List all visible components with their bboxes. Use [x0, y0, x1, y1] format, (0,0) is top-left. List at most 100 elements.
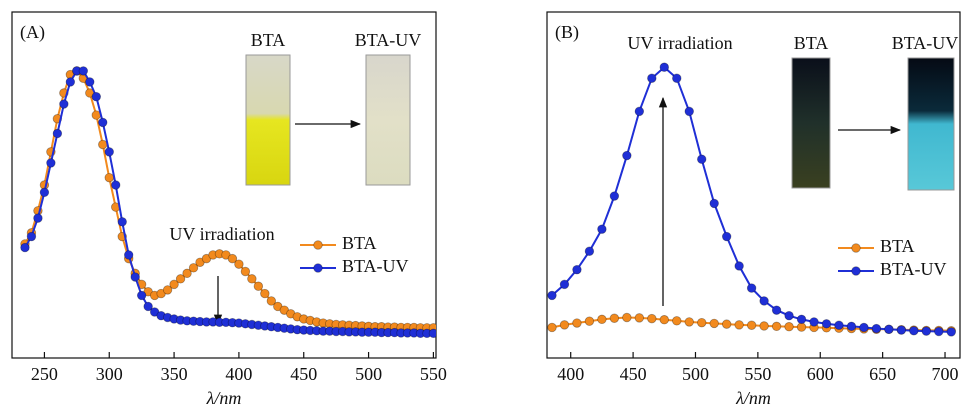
x-tick-label: 500 — [355, 364, 382, 384]
data-point — [797, 315, 806, 324]
x-tick-label: 650 — [869, 364, 896, 384]
data-point — [785, 311, 794, 320]
data-point — [585, 317, 594, 326]
data-point — [735, 262, 744, 271]
photo-label: BTA-UV — [355, 30, 422, 50]
data-point — [635, 107, 644, 116]
plot-frame — [547, 12, 960, 358]
annotation: UV irradiation — [169, 224, 274, 244]
data-point — [610, 192, 619, 201]
data-point — [92, 92, 101, 101]
data-point — [710, 319, 719, 328]
data-point — [872, 324, 881, 333]
data-point — [772, 306, 781, 315]
data-point — [105, 173, 114, 182]
data-point — [947, 328, 956, 337]
data-point — [697, 155, 706, 164]
data-point — [21, 243, 30, 252]
data-point — [772, 322, 781, 331]
data-point — [34, 214, 43, 223]
data-point — [573, 319, 582, 328]
data-point — [835, 321, 844, 330]
data-point — [672, 317, 681, 326]
x-tick-label: 250 — [31, 364, 58, 384]
data-point — [747, 284, 756, 293]
data-point — [66, 78, 75, 87]
data-point — [797, 323, 806, 332]
data-point — [241, 267, 250, 276]
data-point — [623, 313, 632, 322]
data-point — [697, 318, 706, 327]
data-point — [934, 327, 943, 336]
data-point — [648, 314, 657, 323]
figure: 250 300 350 400 450 500 550 λ/nm (A) BTA BTA-UV UV … — [0, 0, 962, 411]
data-point — [860, 323, 869, 332]
photo-label: BTA-UV — [892, 33, 959, 53]
legend-marker — [314, 264, 323, 273]
data-point — [672, 74, 681, 83]
data-point — [261, 289, 270, 298]
annotation: UV irradiation — [627, 33, 732, 53]
data-point — [685, 318, 694, 327]
legend-label: BTA — [342, 233, 377, 253]
data-point — [722, 320, 731, 329]
data-point — [660, 315, 669, 324]
legend-label: BTA-UV — [342, 256, 409, 276]
x-tick-label: 550 — [420, 364, 447, 384]
data-point — [648, 74, 657, 83]
data-point — [847, 322, 856, 331]
data-point — [560, 280, 569, 289]
cuvette-photo — [792, 58, 830, 188]
data-point — [85, 78, 94, 87]
x-tick-label: 300 — [96, 364, 123, 384]
x-tick-label: 550 — [744, 364, 771, 384]
cuvette-photo — [246, 55, 290, 185]
data-point — [79, 67, 88, 76]
data-point — [897, 326, 906, 335]
data-point — [810, 318, 819, 327]
data-point — [98, 118, 107, 127]
data-point — [610, 314, 619, 323]
data-point — [910, 326, 919, 335]
legend-label: BTA — [880, 236, 915, 256]
x-tick-label: 500 — [682, 364, 709, 384]
data-point — [660, 63, 669, 72]
data-point — [785, 322, 794, 331]
x-tick-label: 350 — [161, 364, 188, 384]
data-point — [623, 151, 632, 160]
data-point — [118, 218, 127, 227]
legend-marker — [852, 244, 861, 253]
data-point — [131, 273, 140, 282]
cuvette-photo — [366, 55, 410, 185]
series — [548, 63, 956, 336]
x-tick-label: 450 — [290, 364, 317, 384]
data-point — [105, 148, 114, 157]
data-point — [710, 199, 719, 208]
data-point — [40, 188, 49, 197]
panel-label: (A) — [20, 22, 45, 43]
data-point — [124, 251, 133, 260]
legend-label: BTA-UV — [880, 259, 947, 279]
data-point — [573, 265, 582, 274]
data-point — [560, 321, 569, 330]
data-point — [53, 129, 62, 138]
x-axis-label: λ/nm — [206, 388, 242, 408]
data-point — [760, 297, 769, 306]
data-point — [111, 181, 120, 190]
legend-marker — [852, 267, 861, 276]
data-point — [47, 159, 56, 168]
photo-label: BTA — [794, 33, 829, 53]
x-tick-label: 400 — [557, 364, 584, 384]
data-point — [598, 315, 607, 324]
data-point — [735, 321, 744, 330]
x-tick-label: 450 — [620, 364, 647, 384]
data-point — [685, 107, 694, 116]
data-point — [60, 100, 69, 109]
data-point — [598, 225, 607, 234]
data-point — [747, 321, 756, 330]
data-point — [760, 322, 769, 331]
photo-label: BTA — [251, 30, 286, 50]
data-point — [548, 323, 557, 332]
x-tick-label: 600 — [807, 364, 834, 384]
data-point — [98, 140, 107, 149]
